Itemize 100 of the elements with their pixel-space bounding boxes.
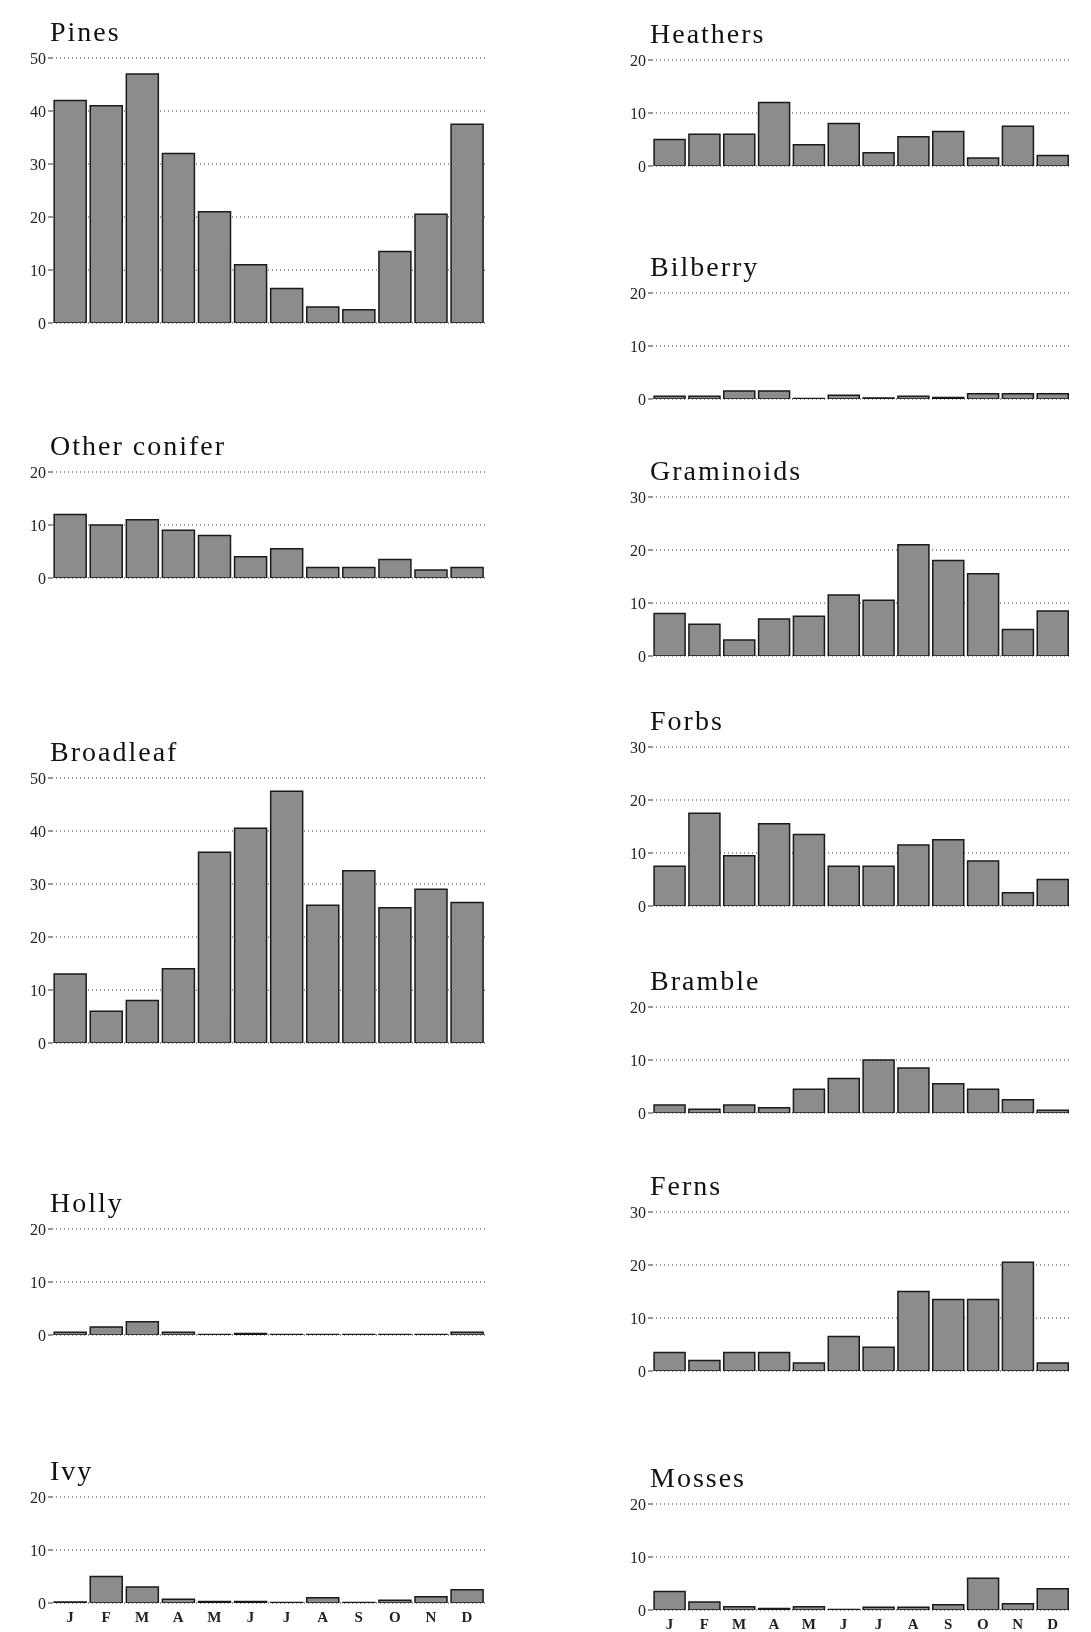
x-tick-label: J	[282, 1608, 291, 1625]
x-tick-label: M	[207, 1608, 222, 1625]
x-tick-label: D	[1047, 1615, 1059, 1632]
x-tick-label: M	[801, 1615, 816, 1632]
x-tick-label: N	[1012, 1615, 1024, 1632]
y-tick-label: 10	[30, 261, 46, 279]
y-tick-label: 20	[630, 1256, 646, 1274]
bar	[827, 1335, 861, 1371]
bar	[862, 1346, 895, 1371]
bar	[1001, 628, 1035, 656]
bar	[688, 1108, 721, 1113]
bar	[269, 790, 304, 1043]
x-tick-label: D	[461, 1608, 473, 1625]
chart-title: Holly	[49, 1186, 125, 1220]
x-tick-label: A	[768, 1615, 780, 1632]
y-tick-label: 10	[630, 844, 646, 862]
bar	[862, 865, 895, 906]
y-tick-label: 10	[30, 981, 46, 999]
y-tick-label: 0	[638, 897, 646, 915]
bar	[932, 1083, 965, 1113]
bar	[233, 827, 268, 1043]
bar	[1001, 1261, 1035, 1371]
y-tick-label: 0	[638, 1601, 646, 1619]
bar	[757, 101, 791, 166]
bar	[653, 1104, 686, 1113]
bar	[89, 1575, 123, 1603]
bar	[306, 566, 340, 578]
chart-title: Ivy	[49, 1454, 95, 1488]
y-tick-label: 10	[630, 104, 646, 122]
bar	[450, 1589, 484, 1603]
bar	[306, 306, 340, 323]
bar	[414, 888, 448, 1043]
bar	[450, 123, 484, 323]
bar	[89, 104, 123, 323]
y-tick-label: 20	[30, 463, 46, 481]
bar	[757, 618, 791, 656]
bar	[723, 639, 756, 656]
bar	[89, 1010, 123, 1043]
chart-title: Graminoids	[649, 454, 804, 488]
bar	[125, 1586, 160, 1603]
bar	[161, 529, 196, 578]
bar	[53, 99, 87, 323]
bar	[1036, 392, 1070, 399]
bar	[125, 999, 160, 1043]
x-tick-label: S	[943, 1615, 953, 1632]
y-tick-label: 10	[630, 1051, 646, 1069]
bar	[653, 612, 686, 656]
chart-title: Broadleaf	[49, 735, 180, 769]
x-tick-label: J	[839, 1615, 848, 1632]
y-tick-label: 20	[630, 541, 646, 559]
y-tick-label: 20	[30, 928, 46, 946]
y-tick-label: 20	[630, 998, 646, 1016]
chart-title: Ferns	[649, 1169, 724, 1203]
x-tick-label: J	[665, 1615, 674, 1632]
bar	[897, 1606, 930, 1610]
chart-title: Bilberry	[649, 250, 761, 284]
chart-title: Forbs	[649, 704, 725, 738]
bar	[653, 395, 686, 399]
y-tick-label: 10	[630, 1309, 646, 1327]
y-tick-label: 20	[630, 51, 646, 69]
y-tick-label: 10	[30, 1541, 46, 1559]
bar	[966, 1298, 1000, 1371]
y-tick-label: 0	[638, 1362, 646, 1380]
bar	[378, 907, 412, 1043]
y-tick-label: 50	[30, 49, 46, 67]
y-tick-label: 30	[30, 155, 46, 173]
chart-title: Bramble	[649, 964, 762, 998]
x-tick-label: F	[699, 1615, 709, 1632]
bar	[897, 1290, 930, 1371]
chart-title: Other conifer	[49, 429, 228, 463]
bar	[1036, 1362, 1070, 1371]
y-tick-label: 0	[638, 647, 646, 665]
x-tick-label: J	[66, 1608, 75, 1625]
bar	[1001, 1099, 1035, 1113]
bar	[792, 144, 826, 166]
bar	[197, 851, 232, 1043]
y-tick-label: 20	[30, 1488, 46, 1506]
bar	[161, 968, 196, 1043]
bar	[723, 1351, 756, 1371]
bar	[653, 1351, 686, 1371]
bar	[932, 839, 965, 906]
bar	[862, 1059, 895, 1113]
bar	[269, 548, 304, 578]
bar	[688, 623, 721, 656]
bar	[233, 556, 268, 578]
bar	[125, 518, 160, 578]
bar	[827, 865, 861, 906]
bar	[306, 1596, 340, 1603]
bar	[862, 1606, 895, 1610]
bar	[723, 390, 756, 399]
bar	[723, 1606, 756, 1610]
bar	[414, 569, 448, 578]
bar	[932, 1603, 965, 1610]
y-tick-label: 0	[38, 1326, 46, 1344]
bar	[342, 309, 376, 323]
x-tick-label: M	[732, 1615, 747, 1632]
y-tick-label: 0	[638, 390, 646, 408]
bar	[966, 157, 1000, 166]
bar	[966, 860, 1000, 906]
chart-title: Pines	[49, 15, 122, 49]
